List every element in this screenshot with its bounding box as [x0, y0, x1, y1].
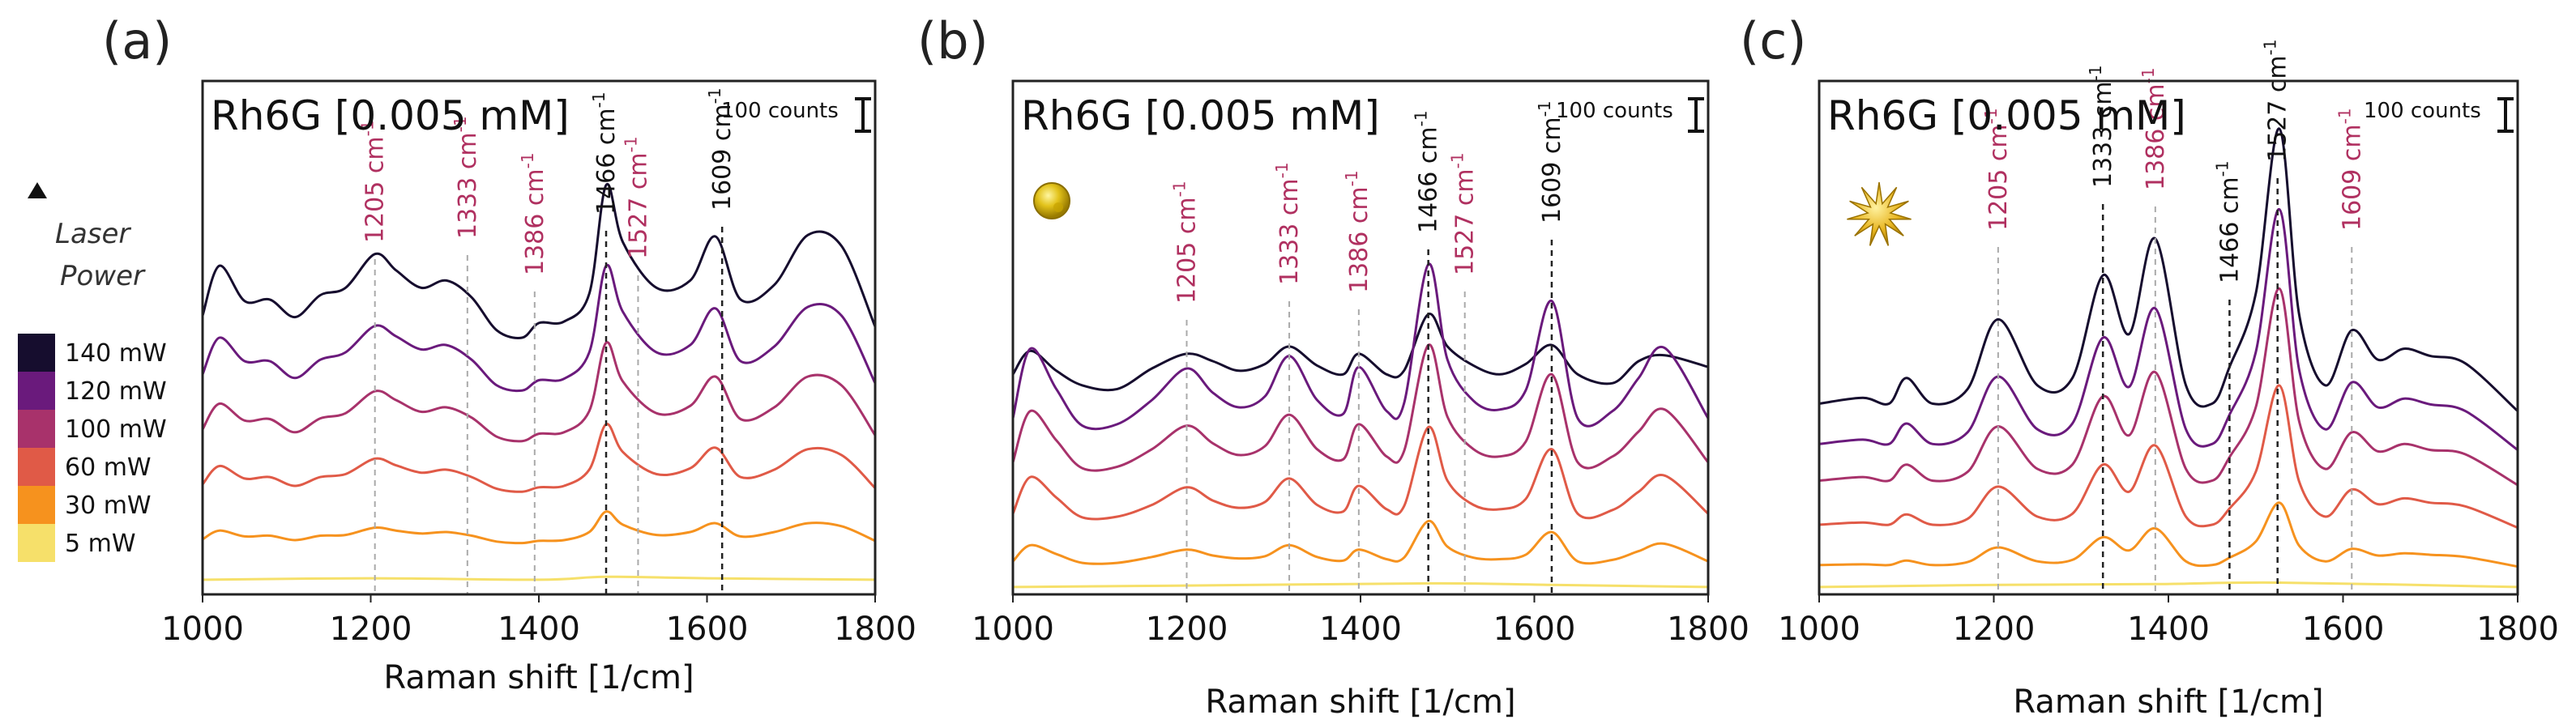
peak-label: 1609 cm-1: [705, 87, 737, 211]
panel-c: (c) 1205 cm-1 1333 cm-1 1386 cm-1 1466 cm-1…: [1740, 11, 2559, 721]
peak-label: 1386 cm-1: [518, 152, 549, 275]
series-line-100-mw: [1011, 343, 1710, 472]
gold-nanosphere-icon: [1033, 182, 1070, 219]
chart-title: Rh6G [0.005 mM]: [211, 92, 570, 139]
x-tick-label: 1800: [834, 611, 916, 648]
series-line-30-mw: [1011, 519, 1709, 565]
peak-label: 1527 cm-1: [621, 136, 652, 259]
legend-label: 30 mW: [65, 492, 152, 520]
legend-label: 60 mW: [65, 453, 152, 482]
legend-label: 100 mW: [65, 415, 167, 444]
series-line-5-mw: [202, 575, 876, 581]
panel-a: (a) 1205 cm-1 1333 cm-1 1386 cm-1 1466 cm-1…: [102, 11, 916, 696]
legend-swatch: [18, 524, 55, 562]
series-line-60-mw: [1011, 425, 1710, 521]
series-line-140-mw: [1011, 313, 1709, 392]
peak-label: 1609 cm-1: [2335, 108, 2366, 231]
series-line-140-mw: [1818, 127, 2519, 412]
panel-label: (b): [917, 11, 989, 70]
scale-bar: [2497, 97, 2514, 133]
x-tick-label: 1800: [2476, 611, 2559, 648]
x-tick-label: 1600: [666, 611, 749, 648]
peak-label: 1386 cm-1: [1342, 170, 1373, 293]
peak-label: 1609 cm-1: [1535, 100, 1566, 224]
legend-swatch: [18, 486, 55, 524]
peak-label: 1386 cm-1: [2138, 67, 2170, 190]
x-tick-label: 1200: [330, 611, 412, 648]
peak-label: 1466 cm-1: [2212, 160, 2244, 283]
series-line-30-mw: [1818, 501, 2518, 568]
series-line-60-mw: [1818, 384, 2518, 529]
legend-swatch: [18, 372, 55, 410]
peak-label: 1527 cm-1: [1448, 152, 1480, 275]
legend-label: 140 mW: [65, 339, 167, 368]
scale-bar-label: 100 counts: [2364, 99, 2481, 123]
chart-title: Rh6G [0.005 mM]: [1021, 92, 1380, 139]
gold-nanostar-icon: [1847, 181, 1912, 246]
legend-swatch: [18, 410, 55, 448]
series-line-140-mw: [201, 182, 877, 339]
legend-title-line2: Power: [60, 260, 146, 292]
x-tick-label: 1200: [1146, 611, 1228, 648]
x-tick-label: 1000: [161, 611, 244, 648]
scale-bar-label: 100 counts: [721, 99, 839, 123]
x-axis-label: Raman shift [1/cm]: [383, 659, 694, 696]
x-tick-label: 1200: [1953, 611, 2036, 648]
series-line-100-mw: [1818, 287, 2518, 487]
series-line-60-mw: [201, 423, 877, 493]
legend: Laser Power 140 mW 120 mW 100 mW 60 mW 30 mW…: [18, 182, 167, 562]
scale-bar-label: 100 counts: [1556, 99, 1673, 123]
increase-arrow-icon: [28, 182, 47, 198]
plot-frame: [201, 79, 877, 596]
legend-title-line1: Laser: [55, 218, 131, 250]
series-line-120-mw: [1818, 207, 2518, 451]
peak-label: 1333 cm-1: [451, 116, 482, 239]
series-line-120-mw: [1011, 262, 1710, 431]
x-tick-label: 1400: [498, 611, 580, 648]
peak-label: 1466 cm-1: [1412, 110, 1443, 233]
x-tick-label: 1600: [2302, 611, 2385, 648]
series-line-5-mw: [1012, 581, 1709, 589]
peak-label: 1205 cm-1: [358, 120, 390, 243]
series-line-100-mw: [201, 341, 877, 443]
peak-label: 1466 cm-1: [589, 92, 621, 215]
series-line-30-mw: [202, 510, 876, 545]
x-axis-label: Raman shift [1/cm]: [2013, 683, 2323, 721]
series-line-5-mw: [1818, 581, 2518, 589]
peak-label: 1205 cm-1: [1981, 108, 2013, 231]
scale-bar: [1688, 97, 1704, 133]
panel-label: (c): [1740, 11, 1806, 70]
x-tick-label: 1000: [1778, 611, 1860, 648]
peak-label: 1333 cm-1: [1272, 162, 1304, 285]
peak-label: 1333 cm-1: [2086, 65, 2117, 188]
legend-label: 120 mW: [65, 377, 167, 406]
x-tick-label: 1600: [1493, 611, 1576, 648]
series-line-120-mw: [201, 263, 877, 393]
panel-b: (b) 1205 cm-1 1333 cm-1 1386 cm-1 1466 cm-1…: [917, 11, 1749, 721]
legend-label: 5 mW: [65, 530, 136, 558]
x-tick-label: 1400: [2127, 611, 2210, 648]
chart-title: Rh6G [0.005 mM]: [1827, 92, 2186, 139]
legend-swatch: [18, 448, 55, 486]
x-tick-label: 1800: [1667, 611, 1749, 648]
x-axis-label: Raman shift [1/cm]: [1205, 683, 1515, 721]
peak-label: 1205 cm-1: [1170, 181, 1202, 304]
legend-swatch: [18, 334, 55, 372]
panel-label: (a): [102, 11, 172, 70]
scale-bar: [855, 97, 871, 133]
x-tick-label: 1000: [972, 611, 1054, 648]
x-tick-label: 1400: [1319, 611, 1402, 648]
peak-label: 1527 cm-1: [2261, 39, 2292, 162]
